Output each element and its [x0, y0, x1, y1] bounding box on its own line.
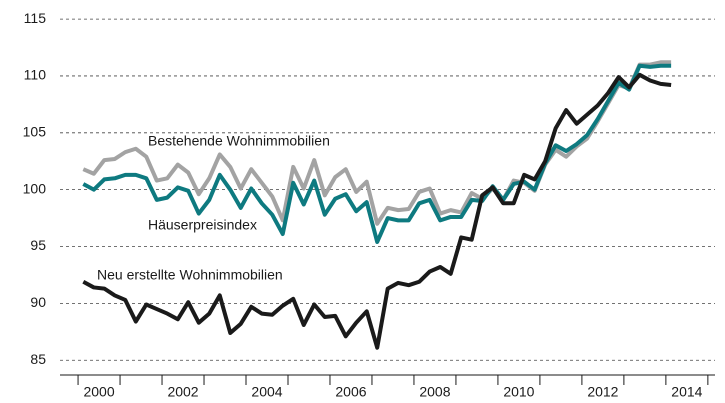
x-tick-label: 2002: [167, 384, 198, 400]
x-tick-label: 2006: [335, 384, 366, 400]
series-line: [82, 63, 672, 244]
x-tick-label: 2010: [503, 384, 534, 400]
series-label: Bestehende Wohnimmobilien: [148, 133, 330, 149]
series-line: [82, 60, 672, 226]
series-label: Häuserpreisindex: [148, 217, 257, 233]
x-tick-label: 2008: [419, 384, 450, 400]
y-tick-label: 95: [30, 237, 46, 253]
series-label: Neu erstellte Wohnimmobilien: [97, 267, 283, 283]
x-tick-label: 2004: [251, 384, 282, 400]
x-tick-label: 2012: [587, 384, 618, 400]
x-tick-label: 2014: [671, 384, 702, 400]
y-tick-label: 115: [24, 10, 47, 26]
y-tick-label: 90: [30, 294, 46, 310]
y-tick-label: 110: [24, 67, 47, 83]
y-tick-label: 100: [23, 180, 47, 196]
series-line: [82, 72, 672, 350]
y-tick-label: 105: [23, 124, 47, 140]
x-tick-label: 2000: [83, 384, 114, 400]
y-tick-label: 85: [30, 351, 46, 367]
